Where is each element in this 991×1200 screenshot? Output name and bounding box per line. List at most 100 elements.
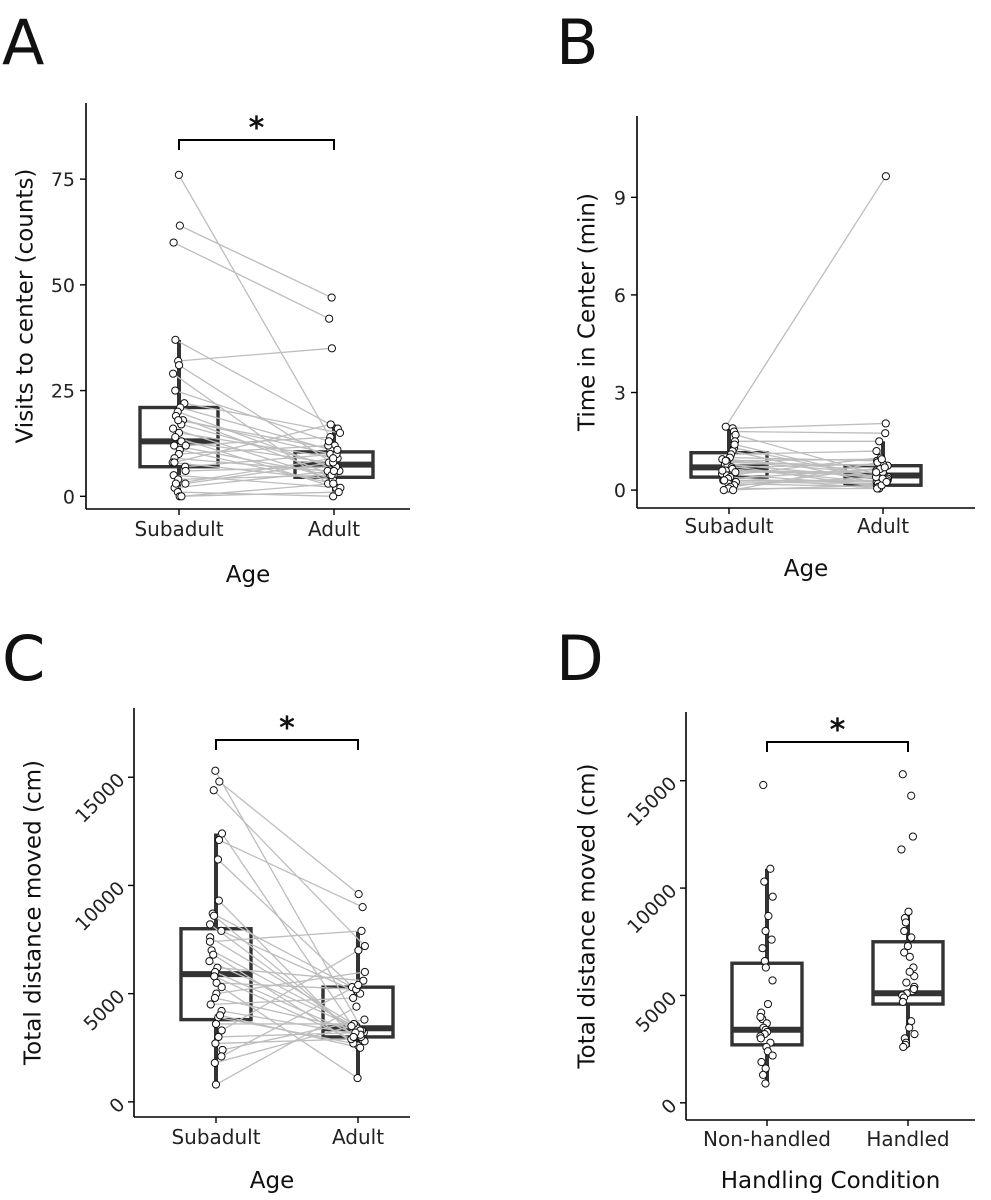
data-point (881, 419, 890, 428)
data-point (349, 993, 358, 1003)
significance-bracket (766, 741, 909, 752)
data-point (170, 458, 179, 467)
paired-line (214, 1025, 352, 1064)
data-point (898, 770, 907, 779)
data-point (171, 386, 180, 395)
paired-line (216, 982, 357, 990)
paired-line (722, 469, 877, 473)
paired-line (725, 175, 887, 428)
data-point (335, 428, 345, 437)
data-point (329, 492, 338, 501)
data-point (905, 967, 914, 976)
x-category-label: Subadult (134, 517, 223, 541)
significance-star: * (830, 713, 846, 748)
paired-line (734, 430, 886, 434)
data-point (215, 777, 224, 786)
data-point (357, 926, 366, 935)
x-axis-title: Handling Condition (721, 1168, 941, 1194)
x-category-label: Adult (308, 517, 360, 541)
box-iqr (871, 940, 945, 1006)
panel-letter: A (2, 6, 44, 79)
paired-line (221, 984, 359, 1057)
paired-line (735, 481, 878, 485)
panel-letter: C (2, 622, 45, 695)
data-point (721, 456, 730, 465)
data-point (905, 1023, 914, 1032)
data-point (764, 911, 773, 921)
data-point (181, 441, 190, 450)
panel-c: C 0 5000 10000 15000 Subadult Adult Total dista… (2, 622, 410, 1194)
data-point (214, 835, 224, 845)
data-point (352, 1002, 361, 1011)
paired-line (221, 949, 359, 1032)
paired-line (179, 491, 339, 497)
data-point (910, 1030, 919, 1039)
paired-line (174, 444, 331, 476)
x-category-label: Subadult (684, 514, 773, 538)
paired-line (173, 241, 330, 320)
data-point (333, 445, 342, 454)
x-category-label: Adult (857, 514, 909, 538)
data-point (209, 911, 219, 920)
data-point (907, 933, 916, 942)
panel-letter: B (556, 6, 599, 79)
paired-line (180, 406, 331, 451)
data-point (756, 1034, 765, 1043)
significance-star: * (249, 111, 265, 146)
data-point (760, 877, 769, 886)
data-point (759, 1070, 768, 1080)
paired-line (178, 432, 338, 459)
data-point (171, 433, 180, 442)
x-axis-title: Age (250, 1168, 294, 1194)
y-axis-title: Time in Center (min) (575, 193, 601, 432)
data-point (210, 1058, 219, 1067)
paired-line (732, 461, 878, 491)
data-point (209, 950, 218, 959)
paired-line (734, 443, 883, 480)
data-point (768, 892, 777, 901)
x-category-label: Subadult (171, 1125, 260, 1149)
paired-line (218, 781, 360, 895)
y-tick-label: 75 (51, 169, 75, 191)
paired-line (174, 457, 328, 472)
data-point (214, 896, 223, 905)
paired-line (217, 967, 364, 982)
data-point (217, 926, 226, 935)
paired-line (725, 458, 882, 462)
y-tick-label: 10000 (623, 880, 681, 938)
data-point (880, 463, 889, 472)
data-point (354, 980, 363, 990)
data-point (360, 941, 369, 951)
data-point (215, 1011, 225, 1020)
paired-line (210, 997, 354, 1006)
data-point (358, 902, 367, 912)
data-point (329, 479, 338, 488)
data-point (347, 1022, 356, 1031)
data-point (217, 1052, 226, 1061)
data-point (214, 1032, 223, 1042)
data-point (174, 416, 183, 425)
data-point (212, 978, 221, 987)
paired-line (730, 466, 885, 488)
paired-line (178, 347, 332, 362)
data-point (901, 918, 910, 927)
data-point (900, 926, 909, 936)
data-point (902, 978, 911, 987)
y-tick-label: 5000 (632, 987, 682, 1037)
data-point (729, 486, 738, 495)
paired-line (175, 457, 334, 485)
panel-b: B 0 3 6 9 Subadult Adult Time in Center (min) Ag… (556, 6, 975, 582)
data-point (767, 935, 776, 944)
data-point (907, 791, 916, 800)
data-point (325, 314, 334, 323)
data-point (211, 1039, 220, 1048)
data-point (327, 293, 336, 302)
paired-line (178, 419, 338, 451)
data-point (761, 926, 770, 936)
data-point (181, 466, 190, 476)
data-point (761, 963, 770, 972)
data-point (211, 1080, 221, 1089)
data-point (766, 864, 775, 873)
data-point (171, 479, 181, 488)
data-point (168, 369, 178, 378)
